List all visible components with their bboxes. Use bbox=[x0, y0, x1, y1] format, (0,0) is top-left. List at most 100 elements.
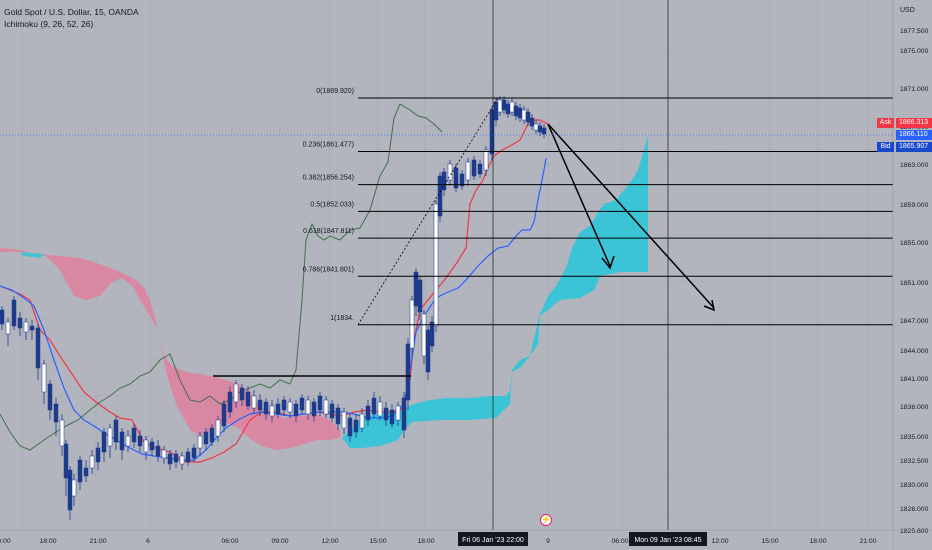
candle-body[interactable] bbox=[389, 409, 395, 425]
candle-body[interactable] bbox=[281, 399, 287, 411]
candle-body[interactable] bbox=[447, 163, 453, 181]
candle-body[interactable] bbox=[113, 419, 119, 443]
candle-body[interactable] bbox=[471, 159, 477, 177]
candle-body[interactable] bbox=[371, 397, 377, 415]
fibonacci-retracement[interactable]: 0(1869.920) 0.236(1861.477) 0.382(1856.254… bbox=[303, 88, 893, 326]
candle-body[interactable] bbox=[67, 469, 73, 511]
candle-body[interactable] bbox=[41, 363, 47, 393]
candle-body[interactable] bbox=[107, 427, 113, 447]
candle-body[interactable] bbox=[299, 397, 305, 411]
candle-body[interactable] bbox=[513, 105, 519, 117]
arrow-head[interactable] bbox=[601, 255, 615, 270]
candle-body[interactable] bbox=[441, 171, 447, 191]
candle-body[interactable] bbox=[453, 167, 459, 189]
candle-body[interactable] bbox=[341, 411, 347, 429]
candle-body[interactable] bbox=[23, 321, 29, 333]
candle-body[interactable] bbox=[251, 395, 257, 409]
candle-body[interactable] bbox=[215, 419, 221, 437]
candle-body[interactable] bbox=[125, 435, 131, 447]
candle-body[interactable] bbox=[347, 417, 353, 437]
candle-body[interactable] bbox=[365, 405, 371, 421]
candle-body[interactable] bbox=[493, 101, 499, 121]
candle-body[interactable] bbox=[525, 111, 531, 123]
candle-body[interactable] bbox=[137, 435, 143, 447]
candle-body[interactable] bbox=[437, 175, 443, 217]
candle-body[interactable] bbox=[179, 455, 185, 465]
candle-body[interactable] bbox=[239, 387, 245, 401]
candle-body[interactable] bbox=[533, 123, 539, 131]
candle-body[interactable] bbox=[185, 451, 191, 463]
candle-body[interactable] bbox=[377, 401, 383, 417]
candle-body[interactable] bbox=[191, 447, 197, 459]
candle-body[interactable] bbox=[29, 325, 35, 331]
candle-body[interactable] bbox=[517, 107, 523, 119]
candle-body[interactable] bbox=[209, 427, 215, 443]
candle-body[interactable] bbox=[119, 431, 125, 451]
candle-body[interactable] bbox=[501, 99, 507, 111]
candle-body[interactable] bbox=[353, 419, 359, 433]
candle-body[interactable] bbox=[425, 329, 431, 373]
candle-body[interactable] bbox=[149, 441, 155, 451]
candle-body[interactable] bbox=[401, 397, 407, 431]
candle-body[interactable] bbox=[409, 299, 415, 349]
candle-body[interactable] bbox=[173, 453, 179, 463]
candle-body[interactable] bbox=[227, 391, 233, 413]
candle-body[interactable] bbox=[465, 161, 471, 181]
candle-body[interactable] bbox=[167, 453, 173, 465]
candle-body[interactable] bbox=[329, 403, 335, 419]
candle-body[interactable] bbox=[47, 383, 53, 411]
candle-body[interactable] bbox=[311, 401, 317, 417]
lightning-icon[interactable]: ⚡ bbox=[540, 514, 552, 526]
candle-body[interactable] bbox=[257, 399, 263, 411]
candle-body[interactable] bbox=[161, 449, 167, 459]
arrow-line[interactable] bbox=[547, 123, 611, 267]
candle-body[interactable] bbox=[395, 405, 401, 421]
candle-body[interactable] bbox=[143, 439, 149, 453]
arrow-head[interactable] bbox=[703, 299, 716, 312]
candle-body[interactable] bbox=[323, 399, 329, 415]
candle-body[interactable] bbox=[421, 313, 427, 357]
candle-body[interactable] bbox=[59, 419, 65, 447]
candle-body[interactable] bbox=[11, 299, 17, 327]
candle-body[interactable] bbox=[359, 413, 365, 429]
candle-body[interactable] bbox=[155, 445, 161, 457]
candle-body[interactable] bbox=[245, 391, 251, 407]
candle-body[interactable] bbox=[459, 173, 465, 187]
candle-body[interactable] bbox=[383, 407, 389, 421]
fib-trend-line[interactable] bbox=[357, 97, 499, 325]
drawing-tools[interactable] bbox=[0, 0, 893, 530]
candle-body[interactable] bbox=[489, 109, 495, 155]
candle-body[interactable] bbox=[477, 163, 483, 175]
candle-body[interactable] bbox=[405, 343, 411, 401]
candle-body[interactable] bbox=[317, 395, 323, 411]
candle-body[interactable] bbox=[101, 431, 107, 453]
candle-body[interactable] bbox=[287, 401, 293, 413]
candlesticks[interactable] bbox=[0, 96, 547, 520]
candle-body[interactable] bbox=[89, 455, 95, 469]
candle-body[interactable] bbox=[269, 405, 275, 417]
candle-body[interactable] bbox=[537, 125, 543, 133]
price-axis[interactable]: USD1877.5001875.0001871.0001867.0001863.… bbox=[892, 0, 932, 550]
candle-body[interactable] bbox=[529, 117, 535, 127]
candle-body[interactable] bbox=[203, 431, 209, 445]
candle-body[interactable] bbox=[5, 321, 11, 335]
arrow-line[interactable] bbox=[547, 123, 715, 309]
candle-body[interactable] bbox=[335, 407, 341, 425]
candle-body[interactable] bbox=[53, 403, 59, 423]
candle-body[interactable] bbox=[83, 467, 89, 477]
candle-body[interactable] bbox=[0, 309, 5, 325]
candle-body[interactable] bbox=[541, 127, 547, 135]
candle-body[interactable] bbox=[275, 403, 281, 415]
candle-body[interactable] bbox=[17, 317, 23, 329]
candle-body[interactable] bbox=[221, 403, 227, 427]
candle-body[interactable] bbox=[197, 435, 203, 449]
candle-body[interactable] bbox=[417, 279, 423, 313]
candle-body[interactable] bbox=[509, 101, 515, 113]
candle-body[interactable] bbox=[233, 383, 239, 403]
candle-body[interactable] bbox=[95, 447, 101, 463]
candle-body[interactable] bbox=[293, 403, 299, 417]
candle-body[interactable] bbox=[433, 203, 439, 327]
candle-body[interactable] bbox=[429, 321, 435, 347]
candle-body[interactable] bbox=[483, 149, 489, 171]
